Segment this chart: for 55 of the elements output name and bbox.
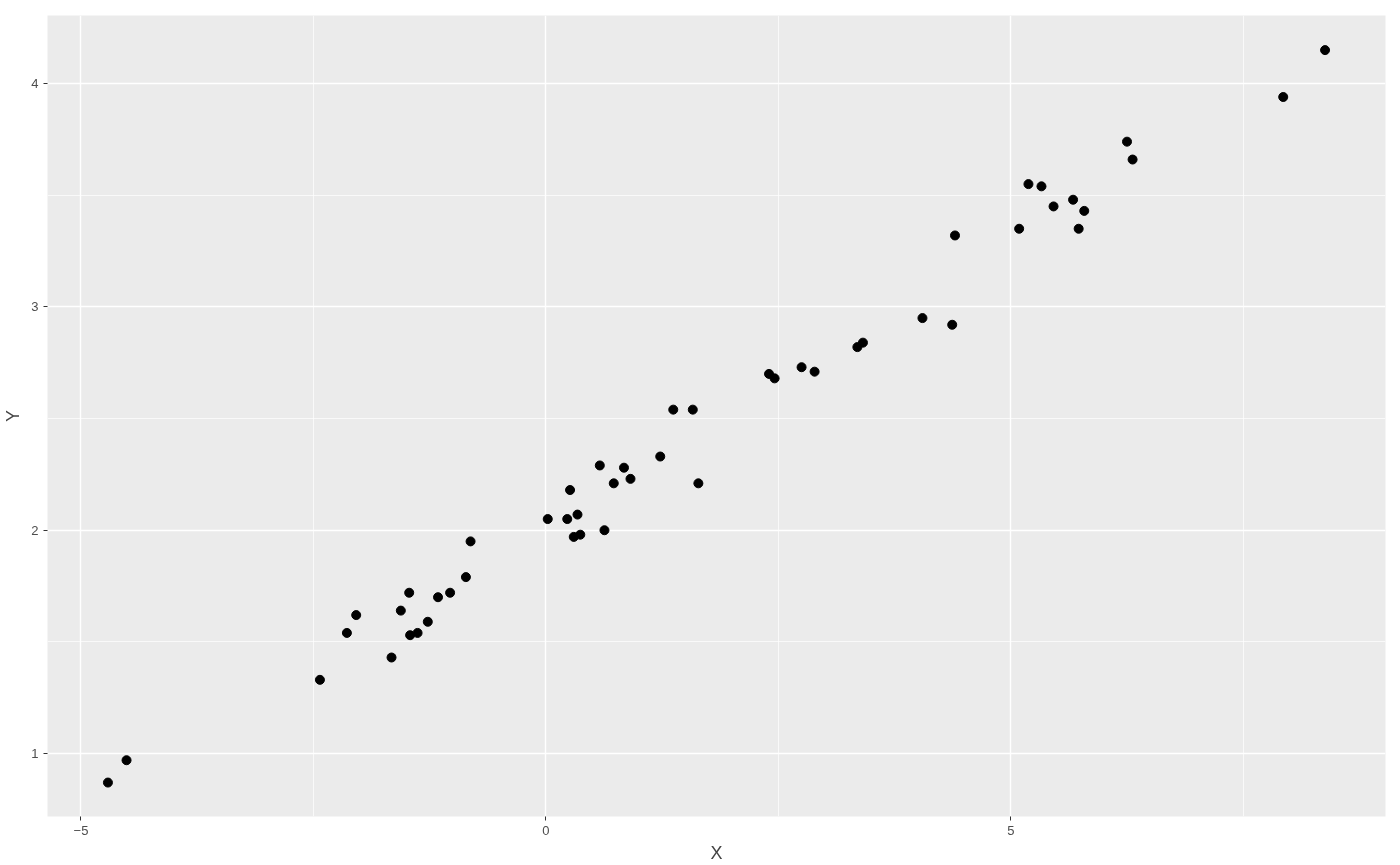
point — [1048, 201, 1059, 212]
point — [395, 605, 406, 616]
y-tick-label: 4 — [31, 76, 39, 92]
x-tick-label: 5 — [1007, 822, 1015, 838]
point — [404, 587, 415, 598]
point — [625, 473, 636, 484]
point — [572, 509, 583, 520]
point — [1278, 92, 1289, 102]
point — [565, 485, 576, 496]
y-tick-label: 1 — [31, 746, 39, 762]
point — [386, 652, 397, 663]
point — [422, 616, 433, 627]
point — [121, 755, 132, 766]
point — [1073, 223, 1084, 234]
point — [618, 462, 629, 473]
point — [412, 627, 423, 638]
point — [562, 514, 573, 525]
point — [917, 313, 928, 324]
point — [575, 529, 586, 540]
point — [668, 404, 679, 415]
point — [693, 478, 704, 489]
point — [542, 514, 553, 525]
point — [460, 572, 471, 583]
point — [102, 777, 113, 788]
point — [608, 478, 619, 489]
y-tick-label: 2 — [31, 522, 39, 538]
point — [341, 627, 352, 638]
point — [1023, 179, 1034, 190]
x-axis-title: X — [710, 842, 723, 863]
point — [1079, 205, 1090, 216]
point — [351, 610, 362, 621]
point — [947, 319, 958, 330]
point — [465, 536, 476, 547]
x-tick-label: −5 — [73, 822, 89, 838]
point — [769, 373, 780, 384]
point — [1068, 194, 1079, 205]
point — [1036, 181, 1047, 192]
y-axis-title: Y — [3, 409, 24, 422]
point — [655, 451, 666, 462]
point — [857, 337, 868, 348]
y-tick-label: 3 — [31, 299, 39, 315]
point — [1127, 154, 1138, 165]
point — [796, 362, 807, 373]
point — [599, 525, 610, 536]
point — [314, 674, 325, 685]
point — [594, 460, 605, 471]
point — [809, 366, 820, 377]
point — [1014, 223, 1025, 234]
point — [1320, 45, 1331, 56]
point — [950, 230, 960, 241]
x-tick-label: 0 — [542, 822, 550, 838]
point — [445, 587, 456, 598]
point — [433, 592, 444, 603]
point — [687, 404, 698, 415]
point — [1122, 136, 1133, 147]
